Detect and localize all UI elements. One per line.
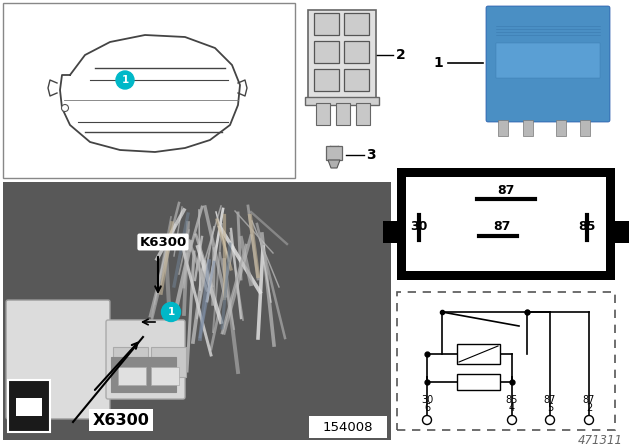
Bar	[308, 10, 376, 100]
Bar	[314, 41, 339, 63]
Text: K6300: K6300	[140, 236, 187, 249]
Text: 471311: 471311	[577, 434, 623, 447]
Bar	[523, 120, 533, 136]
Circle shape	[161, 302, 180, 322]
Text: X6300: X6300	[93, 413, 149, 427]
Text: 87: 87	[544, 395, 556, 405]
Circle shape	[545, 415, 554, 425]
Polygon shape	[328, 160, 340, 168]
Bar	[457, 374, 500, 390]
Text: 2: 2	[396, 48, 406, 62]
Bar	[336, 103, 350, 125]
Text: 85: 85	[506, 395, 518, 405]
Bar	[344, 13, 369, 35]
Bar	[16, 398, 42, 416]
Bar	[314, 13, 339, 35]
Bar	[326, 146, 342, 160]
Bar	[151, 347, 186, 377]
Bar	[397, 168, 615, 280]
FancyBboxPatch shape	[486, 6, 610, 122]
Text: 30: 30	[410, 220, 428, 233]
Text: 6: 6	[424, 403, 430, 413]
Text: 87: 87	[497, 184, 515, 197]
Circle shape	[61, 104, 68, 112]
Text: 85: 85	[579, 220, 596, 233]
Bar	[305, 97, 379, 105]
Text: 1: 1	[433, 56, 443, 70]
Bar	[556, 120, 566, 136]
Bar	[316, 103, 330, 125]
Text: 154008: 154008	[323, 421, 373, 434]
Bar	[383, 221, 397, 243]
FancyBboxPatch shape	[20, 399, 38, 409]
FancyBboxPatch shape	[6, 300, 110, 419]
Bar	[397, 292, 615, 430]
Bar	[344, 69, 369, 91]
Bar	[113, 347, 148, 377]
Text: 87: 87	[493, 220, 511, 233]
Circle shape	[116, 71, 134, 89]
Bar	[8, 380, 50, 432]
Bar	[344, 41, 369, 63]
Bar	[3, 182, 391, 440]
Circle shape	[584, 415, 593, 425]
Bar	[457, 344, 500, 364]
Bar	[580, 120, 590, 136]
Text: 87: 87	[583, 395, 595, 405]
Circle shape	[422, 415, 431, 425]
Text: 30: 30	[421, 395, 433, 405]
Bar	[498, 120, 508, 136]
Bar	[356, 103, 370, 125]
Bar	[118, 367, 146, 385]
Text: 1: 1	[168, 307, 175, 317]
Text: 3: 3	[366, 148, 376, 162]
Bar	[151, 367, 179, 385]
Bar	[615, 221, 629, 243]
Bar	[314, 69, 339, 91]
Text: 2: 2	[586, 403, 592, 413]
Text: 5: 5	[547, 403, 553, 413]
Bar	[3, 3, 295, 178]
Bar	[496, 43, 600, 78]
Text: 1: 1	[122, 75, 129, 85]
Bar	[111, 357, 176, 392]
Circle shape	[508, 415, 516, 425]
Text: 4: 4	[509, 403, 515, 413]
Bar	[406, 177, 606, 271]
FancyBboxPatch shape	[106, 320, 185, 399]
Bar	[309, 416, 387, 438]
